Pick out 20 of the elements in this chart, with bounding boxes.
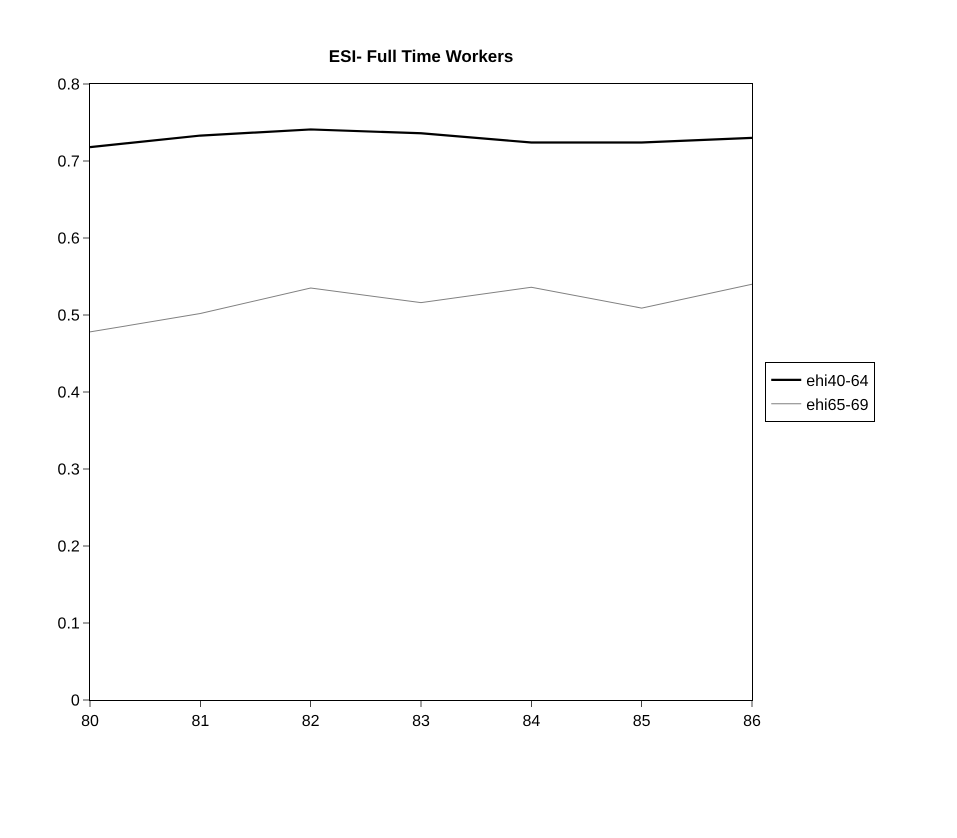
x-tick-label: 84 (522, 713, 540, 730)
legend-label: ehi65-69 (806, 396, 869, 414)
y-tick-label: 0.6 (58, 230, 80, 248)
x-tick-label: 82 (302, 713, 320, 730)
y-tick-label: 0 (70, 692, 80, 710)
line-series (90, 284, 752, 332)
x-tick-label: 86 (743, 713, 761, 730)
y-tick-label: 0.8 (58, 76, 80, 94)
legend-label: ehi40-64 (806, 373, 869, 390)
x-tick-label: 85 (632, 713, 651, 730)
x-tick-label: 80 (81, 713, 99, 730)
y-tick-label: 0.3 (58, 462, 80, 479)
y-tick-label: 0.5 (58, 308, 80, 325)
x-tick-label: 81 (191, 713, 210, 730)
y-tick-label: 0.2 (58, 538, 80, 556)
y-tick-label: 0.4 (58, 384, 80, 402)
y-tick-label: 0.7 (58, 154, 80, 171)
chart-title: ESI- Full Time Workers (328, 47, 514, 66)
x-tick-label: 83 (412, 713, 430, 730)
y-tick-label: 0.1 (58, 616, 80, 633)
